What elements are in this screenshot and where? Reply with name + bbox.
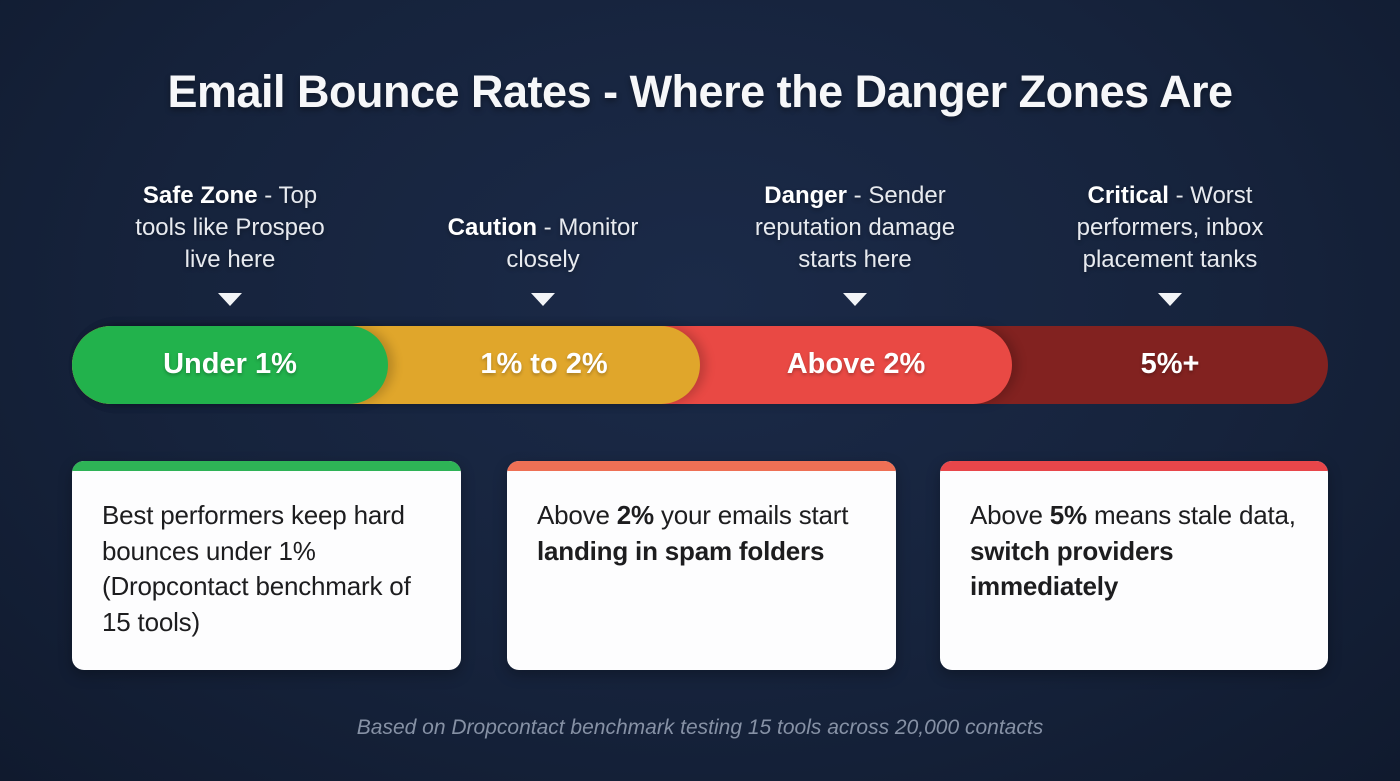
down-triangle-icon bbox=[1158, 293, 1182, 306]
zone-label-danger: Danger - Sender reputation damage starts… bbox=[737, 175, 973, 306]
down-triangle-icon bbox=[531, 293, 555, 306]
zone-label-rest: - Top tools like Prospeo live here bbox=[135, 182, 325, 273]
info-card-safe: Best performers keep hard bounces under … bbox=[72, 461, 461, 670]
zone-label-text: Critical - Worst performers, inbox place… bbox=[1050, 180, 1290, 276]
zone-label-bold: Safe Zone bbox=[142, 182, 258, 209]
card-text: Best performers keep hard bounces under … bbox=[102, 500, 411, 637]
bounce-rate-scale: Under 1% 1% to 2% Above 2% 5%+ bbox=[72, 326, 1328, 404]
info-card-danger: Above 2% your emails start landing in sp… bbox=[507, 461, 896, 670]
zone-label-rest: - Worst performers, inbox placement tank… bbox=[1076, 182, 1264, 273]
down-triangle-icon bbox=[843, 293, 867, 306]
down-triangle-icon bbox=[218, 293, 242, 306]
zone-label-rest: - Sender reputation damage starts here bbox=[754, 182, 956, 273]
page-title: Email Bounce Rates - Where the Danger Zo… bbox=[167, 66, 1233, 117]
footnote: Based on Dropcontact benchmark testing 1… bbox=[356, 716, 1044, 739]
card-accent-bar bbox=[72, 461, 461, 471]
scale-range-label-critical: 5%+ bbox=[1140, 347, 1200, 380]
zone-label-bold: Caution bbox=[447, 214, 537, 241]
zone-label-text: Danger - Sender reputation damage starts… bbox=[737, 180, 973, 276]
zone-label-bold: Critical bbox=[1087, 182, 1169, 209]
zone-label-text: Caution - Monitor closely bbox=[432, 212, 654, 276]
info-card-critical: Above 5% means stale data, switch provid… bbox=[940, 461, 1328, 670]
card-text: Above 5% means stale data, switch provid… bbox=[970, 500, 1296, 601]
card-text: Above 2% your emails start landing in sp… bbox=[537, 500, 849, 566]
card-accent-bar bbox=[940, 461, 1328, 471]
zone-label-rest: - Monitor closely bbox=[506, 214, 639, 273]
zone-label-critical: Critical - Worst performers, inbox place… bbox=[1050, 175, 1290, 306]
zone-label-text: Safe Zone - Top tools like Prospeo live … bbox=[122, 180, 338, 276]
scale-range-label-danger: Above 2% bbox=[786, 347, 926, 380]
card-accent-bar bbox=[507, 461, 896, 471]
scale-range-label-caution: 1% to 2% bbox=[480, 347, 608, 380]
zone-label-safe: Safe Zone - Top tools like Prospeo live … bbox=[122, 175, 338, 306]
scale-segment-safe bbox=[72, 326, 388, 404]
scale-range-label-safe: Under 1% bbox=[163, 347, 297, 380]
zone-label-caution: Caution - Monitor closely bbox=[432, 175, 654, 306]
zone-label-bold: Danger bbox=[764, 182, 847, 209]
